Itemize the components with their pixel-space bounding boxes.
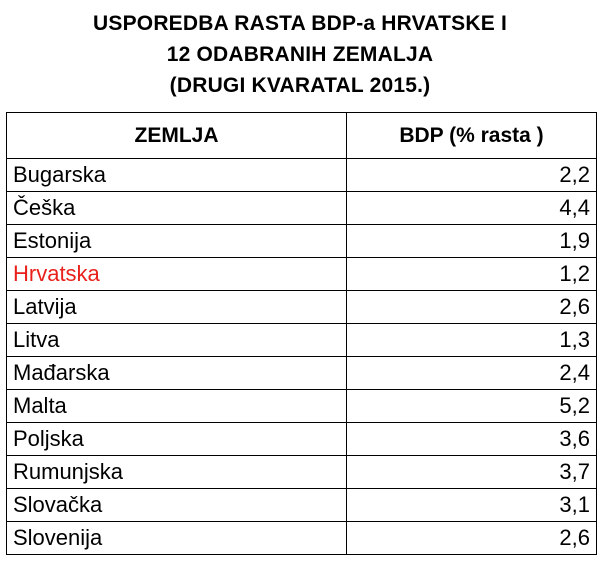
column-header-gdp: BDP (% rasta ) <box>346 112 597 159</box>
country-cell: Hrvatska <box>6 257 347 291</box>
gdp-value-cell: 2,4 <box>346 356 597 390</box>
gdp-value-cell: 2,2 <box>346 158 597 192</box>
gdp-value-cell: 4,4 <box>346 191 597 225</box>
gdp-value-cell: 2,6 <box>346 521 597 555</box>
country-cell: Poljska <box>6 422 347 456</box>
country-cell: Malta <box>6 389 347 423</box>
table-row: Slovačka 3,1 <box>6 488 597 522</box>
title-line-1: USPOREDBA RASTA BDP-a HRVATSKE I <box>93 12 507 35</box>
gdp-value-cell: 1,3 <box>346 323 597 357</box>
column-header-country: ZEMLJA <box>6 112 347 159</box>
title-line-2: 12 ODABRANIH ZEMALJA <box>166 43 434 66</box>
table-row: Bugarska 2,2 <box>6 158 597 192</box>
gdp-value-cell: 1,2 <box>346 257 597 291</box>
table-row: Mađarska 2,4 <box>6 356 597 390</box>
table-row: Latvija 2,6 <box>6 290 597 324</box>
gdp-value-cell: 3,7 <box>346 455 597 489</box>
country-cell: Češka <box>6 191 347 225</box>
table-title: USPOREDBA RASTA BDP-a HRVATSKE I 12 ODAB… <box>0 8 600 101</box>
country-cell: Litva <box>6 323 347 357</box>
gdp-value-cell: 5,2 <box>346 389 597 423</box>
country-cell: Slovenija <box>6 521 347 555</box>
table-row: Estonija 1,9 <box>6 224 597 258</box>
table-row: Češka 4,4 <box>6 191 597 225</box>
country-cell: Bugarska <box>6 158 347 192</box>
country-cell: Slovačka <box>6 488 347 522</box>
gdp-value-cell: 2,6 <box>346 290 597 324</box>
title-line-3: (DRUGI KVARATAL 2015.) <box>169 74 431 97</box>
gdp-growth-table: ZEMLJA BDP (% rasta ) Bugarska 2,2 Češka 4,… <box>6 112 597 555</box>
country-cell: Estonija <box>6 224 347 258</box>
header-row: ZEMLJA BDP (% rasta ) <box>6 112 597 159</box>
table-row: Litva 1,3 <box>6 323 597 357</box>
table-row: Poljska 3,6 <box>6 422 597 456</box>
table-row: Hrvatska 1,2 <box>6 257 597 291</box>
table-row: Rumunjska 3,7 <box>6 455 597 489</box>
country-cell: Latvija <box>6 290 347 324</box>
table-row: Malta 5,2 <box>6 389 597 423</box>
gdp-value-cell: 3,6 <box>346 422 597 456</box>
table-row: Slovenija 2,6 <box>6 521 597 555</box>
country-cell: Mađarska <box>6 356 347 390</box>
gdp-value-cell: 1,9 <box>346 224 597 258</box>
country-cell: Rumunjska <box>6 455 347 489</box>
table-body: Bugarska 2,2 Češka 4,4 Estonija 1,9 Hrvatska 1,… <box>6 158 597 555</box>
gdp-value-cell: 3,1 <box>346 488 597 522</box>
